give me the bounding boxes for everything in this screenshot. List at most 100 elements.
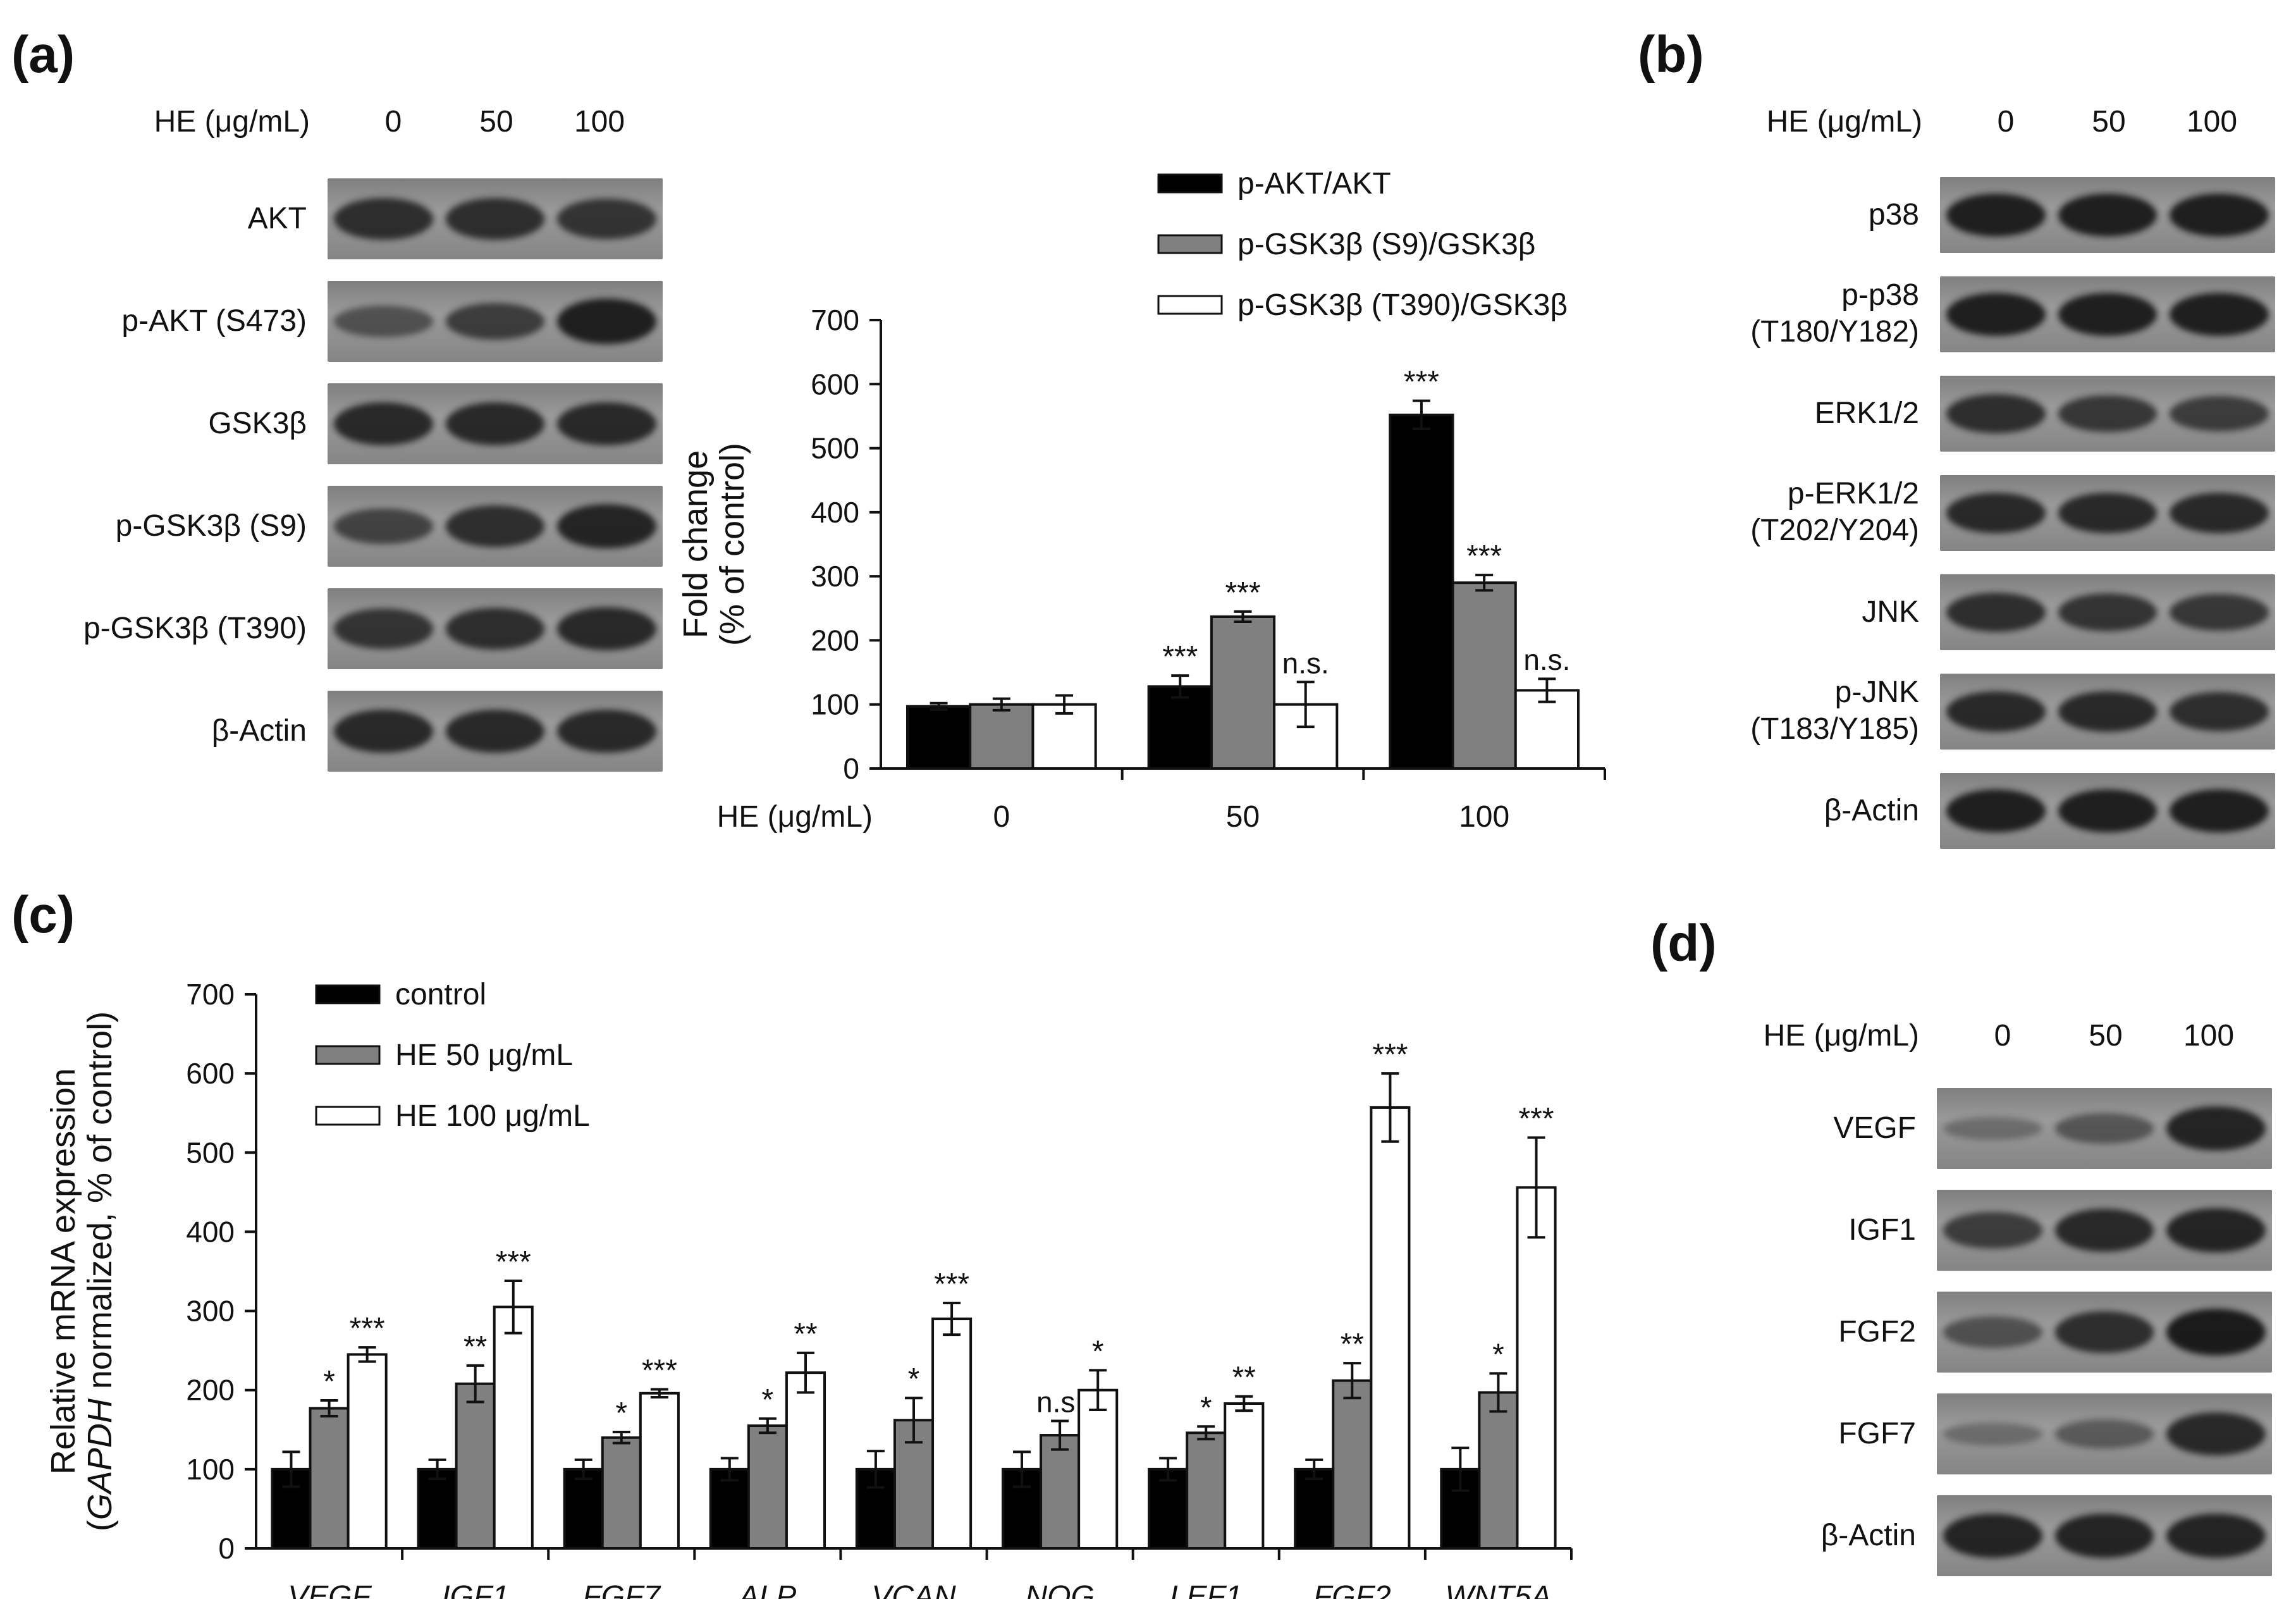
panel-label-c: (c) bbox=[11, 886, 75, 944]
chart-a-legend-label-p-akt-akt: p-AKT/AKT bbox=[1237, 167, 1391, 201]
blot-b-band-p-p38-lane1 bbox=[1946, 293, 2046, 336]
blot-b-band-jnk-lane2 bbox=[2058, 593, 2158, 631]
panel-label-d: (d) bbox=[1650, 915, 1717, 972]
chart-c-y-tick-label: 500 bbox=[186, 1136, 235, 1169]
blot-b-row-label-t180-y182: (T180/Y182) bbox=[1750, 315, 1919, 349]
blot-b-band-p-jnk-lane2 bbox=[2058, 691, 2158, 732]
chart-c-bar-he-100-g-ml-fgf2 bbox=[1370, 1106, 1411, 1550]
blot-d-band-fgf7-lane1 bbox=[1943, 1422, 2042, 1446]
blot-b-band-p-erk1-2-lane1 bbox=[1946, 493, 2046, 533]
chart-c-significance-he-50-g-ml-lef1: * bbox=[1200, 1391, 1212, 1424]
chart-c-bar-he-100-g-ml-nog bbox=[1077, 1388, 1119, 1550]
blot-a-row-label-akt: AKT bbox=[247, 202, 307, 235]
blot-d-band-fgf2-lane3 bbox=[2166, 1308, 2266, 1356]
blot-a-dose-50: 50 bbox=[479, 105, 513, 139]
blot-a-band-p-gsk3-s9-lane3 bbox=[557, 503, 656, 549]
blot-a-row-label-p-gsk3-s9: p-GSK3β (S9) bbox=[115, 509, 307, 543]
chart-a-x-axis-title: HE (μg/mL) bbox=[717, 800, 873, 834]
blot-b-row-label-jnk: JNK bbox=[1862, 595, 1919, 629]
blot-d-band-actin-lane2 bbox=[2054, 1513, 2154, 1559]
chart-a-y-axis-title-line2: (% of control) bbox=[713, 443, 751, 646]
blot-d-strip-fgf2 bbox=[1937, 1292, 2272, 1373]
blot-d-strip-fgf7 bbox=[1937, 1393, 2272, 1474]
chart-c-x-tick-label-wnt5a: WNT5A bbox=[1445, 1580, 1551, 1599]
chart-c-y-tick-label: 600 bbox=[186, 1057, 235, 1090]
chart-a-y-tick-label: 100 bbox=[811, 688, 859, 721]
chart-c-significance-he-100-g-ml-lef1: ** bbox=[1232, 1361, 1256, 1395]
chart-c-bar-he-100-g-ml-igf1 bbox=[493, 1306, 534, 1550]
blot-b-dose-50: 50 bbox=[2092, 105, 2126, 139]
blot-a-band-p-akt-s473-lane1 bbox=[334, 306, 433, 337]
blot-d-row-label-fgf7: FGF7 bbox=[1838, 1417, 1916, 1450]
blot-b-strip-p-jnk bbox=[1940, 674, 2275, 750]
blot-a-band-actin-lane1 bbox=[334, 710, 433, 753]
blot-d-band-vegf-lane1 bbox=[1943, 1116, 2042, 1140]
chart-a-bar-p-gsk3-s9-gsk3-100 bbox=[1451, 581, 1517, 770]
chart-c-bar-he-50-g-ml-igf1 bbox=[455, 1382, 496, 1550]
blot-b-row-label-p38: p38 bbox=[1868, 198, 1919, 232]
blot-b-band-jnk-lane3 bbox=[2170, 594, 2269, 631]
blot-a-band-p-gsk3-t390-lane2 bbox=[445, 608, 545, 650]
chart-a-x-tick-label-50: 50 bbox=[1226, 800, 1260, 834]
chart-c-legend-swatch-he-50-g-ml bbox=[315, 1045, 381, 1065]
chart-c-bar-he-100-g-ml-lef1 bbox=[1224, 1402, 1265, 1550]
blot-d-band-igf1-lane2 bbox=[2054, 1209, 2154, 1252]
blot-b-strip-erk1-2 bbox=[1940, 376, 2275, 452]
chart-c-y-axis-title-line2: (GAPDH normalized, % of control) bbox=[81, 1011, 119, 1531]
blot-d-strip-igf1 bbox=[1937, 1190, 2272, 1271]
blot-d-band-fgf2-lane1 bbox=[1943, 1316, 2042, 1348]
blot-b-band-p-p38-lane3 bbox=[2170, 293, 2269, 336]
blot-d-band-vegf-lane2 bbox=[2054, 1113, 2154, 1144]
chart-a-legend-swatch-p-akt-akt bbox=[1157, 173, 1223, 194]
chart-a-significance-p-gsk3-t390-gsk3-50: n.s. bbox=[1282, 646, 1329, 679]
blot-a-band-actin-lane2 bbox=[445, 710, 545, 753]
chart-a-significance-p-akt-akt-100: *** bbox=[1404, 366, 1439, 399]
blot-a-band-p-gsk3-s9-lane2 bbox=[445, 505, 545, 547]
chart-a-bar-p-akt-akt-50 bbox=[1147, 685, 1213, 770]
blot-d-row-label-igf1: IGF1 bbox=[1848, 1213, 1916, 1247]
chart-a-y-tick-label: 600 bbox=[811, 367, 859, 400]
blot-d-row-label-fgf2: FGF2 bbox=[1838, 1315, 1916, 1349]
blot-b-band-p-erk1-2-lane3 bbox=[2170, 493, 2269, 533]
blot-b-band-p-jnk-lane1 bbox=[1946, 691, 2046, 732]
blot-a-dose-header-label: HE (μg/mL) bbox=[154, 105, 310, 139]
chart-c-x-tick-label-igf1: IGF1 bbox=[441, 1580, 509, 1599]
blot-a-strip-actin bbox=[328, 691, 663, 772]
blot-b-band-p38-lane2 bbox=[2058, 194, 2158, 237]
chart-a-bar-p-akt-akt-100 bbox=[1389, 413, 1454, 770]
blot-b-strip-p-erk1-2 bbox=[1940, 475, 2275, 551]
chart-c-bar-he-50-g-ml-lef1 bbox=[1186, 1431, 1227, 1550]
chart-a-legend-swatch-p-gsk3-s9-gsk3 bbox=[1157, 234, 1223, 254]
chart-a-significance-p-gsk3-t390-gsk3-100: n.s. bbox=[1523, 643, 1570, 676]
chart-a-significance-p-gsk3-s9-gsk3-50: *** bbox=[1225, 576, 1260, 610]
chart-a-bar-p-akt-akt-0 bbox=[906, 705, 972, 770]
chart-c-significance-he-100-g-ml-vegf: *** bbox=[350, 1312, 385, 1345]
blot-d-strip-vegf bbox=[1937, 1088, 2272, 1169]
chart-c-significance-he-100-g-ml-igf1: *** bbox=[496, 1245, 531, 1279]
blot-b-strip-p38 bbox=[1940, 177, 2275, 253]
blot-a-dose-100: 100 bbox=[574, 105, 625, 139]
blot-b-band-p-erk1-2-lane2 bbox=[2058, 493, 2158, 533]
blot-d-dose-100: 100 bbox=[2183, 1019, 2235, 1053]
chart-c-bar-control-lef1 bbox=[1148, 1467, 1189, 1550]
chart-c-y-tick-label: 100 bbox=[186, 1453, 235, 1486]
chart-c-significance-he-100-g-ml-vcan: *** bbox=[934, 1268, 969, 1301]
blot-a-row-label-p-akt-s473: p-AKT (S473) bbox=[121, 304, 307, 338]
chart-a-significance-p-akt-akt-50: *** bbox=[1162, 640, 1198, 674]
blot-b-band-p-jnk-lane3 bbox=[2170, 692, 2269, 731]
blot-b-band-p38-lane1 bbox=[1946, 194, 2046, 237]
blot-a-band-p-gsk3-s9-lane1 bbox=[334, 508, 433, 545]
blot-a-strip-p-gsk3-s9 bbox=[328, 486, 663, 567]
blot-d-band-fgf2-lane2 bbox=[2054, 1311, 2154, 1353]
chart-c-significance-he-50-g-ml-fgf7: * bbox=[615, 1397, 627, 1430]
chart-c-x-tick-label-fgf2: FGF2 bbox=[1313, 1580, 1391, 1599]
chart-c-legend-label-he-100-g-ml: HE 100 μg/mL bbox=[395, 1099, 590, 1133]
chart-a-bar-p-gsk3-t390-gsk3-50 bbox=[1273, 703, 1339, 770]
blot-b-row-label-p-jnk: p-JNK bbox=[1834, 676, 1919, 709]
blot-b-band-actin-lane2 bbox=[2058, 789, 2158, 832]
chart-a-legend-label-p-gsk3-t390-gsk3: p-GSK3β (T390)/GSK3β bbox=[1237, 288, 1568, 322]
chart-a-bar-p-gsk3-s9-gsk3-50 bbox=[1210, 615, 1276, 770]
blot-d-dose-header-label: HE (μg/mL) bbox=[1763, 1019, 1919, 1053]
chart-c-group: 0 100 200 300 400 500 600 700 Relative mRNA expr… bbox=[44, 978, 1573, 1599]
blot-b-row-label-p-erk1-2: p-ERK1/2 bbox=[1787, 477, 1919, 510]
